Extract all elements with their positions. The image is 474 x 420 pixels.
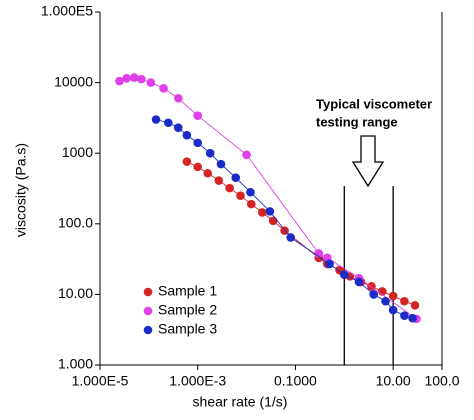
point	[182, 130, 192, 140]
point	[193, 111, 203, 120]
point	[400, 311, 409, 320]
point	[129, 73, 139, 82]
point	[400, 296, 409, 306]
y-axis-label: viscosity (Pa.s)	[13, 143, 29, 237]
y-tick-label: 10000	[54, 73, 93, 89]
y-tick-label: 1.000	[58, 356, 93, 372]
point	[225, 183, 234, 193]
point	[136, 74, 146, 84]
x-tick-label: 0.1000	[274, 373, 317, 389]
legend-label: Sample 3	[158, 321, 217, 337]
point	[216, 159, 226, 169]
legend-marker	[143, 287, 153, 297]
point	[381, 296, 390, 306]
annotation: testing range	[316, 114, 398, 129]
point	[247, 199, 256, 209]
point	[388, 291, 398, 301]
legend-marker	[143, 325, 153, 335]
y-tick-label: 100.0	[58, 215, 93, 231]
y-tick-label: 1000	[62, 144, 93, 160]
point	[286, 233, 295, 242]
legend-label: Sample 2	[158, 302, 217, 318]
point	[369, 290, 379, 299]
x-tick-label: 1.000E-3	[169, 373, 226, 389]
point	[231, 173, 241, 182]
point	[325, 259, 334, 269]
point	[193, 138, 203, 148]
x-tick-label: 1.000E-5	[72, 373, 129, 389]
point	[205, 148, 215, 158]
point	[115, 76, 124, 86]
point	[214, 176, 224, 185]
point	[258, 208, 267, 217]
point	[182, 157, 192, 166]
point	[193, 162, 203, 172]
point	[151, 115, 161, 124]
x-tick-label: 100.0	[424, 373, 459, 389]
point	[354, 277, 364, 287]
point	[339, 270, 349, 280]
point	[410, 301, 420, 310]
x-tick-label: 10.00	[376, 373, 411, 389]
point	[146, 78, 156, 87]
arrow	[351, 135, 385, 188]
point	[236, 191, 245, 201]
point	[159, 84, 168, 93]
x-axis-label: shear rate (1/s)	[193, 394, 288, 410]
point	[246, 187, 255, 197]
point	[173, 123, 183, 132]
point	[265, 207, 275, 216]
point	[408, 313, 417, 323]
point	[173, 93, 183, 103]
point	[163, 118, 173, 128]
point	[203, 168, 212, 178]
legend-marker	[143, 306, 153, 316]
point	[268, 216, 278, 226]
legend-label: Sample 1	[158, 283, 217, 299]
point	[388, 305, 398, 315]
y-tick-label: 10.00	[58, 285, 93, 301]
annotation: Typical viscometer	[316, 96, 432, 111]
y-tick-label: 1.000E5	[41, 3, 93, 19]
point	[242, 150, 251, 160]
point	[122, 74, 131, 83]
